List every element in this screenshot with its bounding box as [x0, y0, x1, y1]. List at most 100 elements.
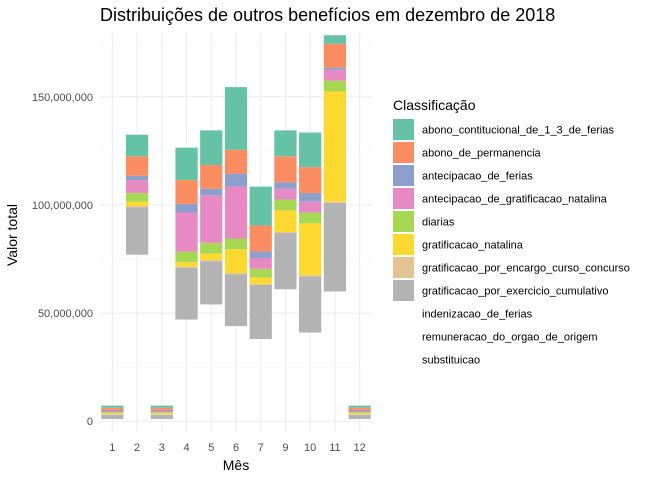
y-tick-label: 0	[87, 416, 93, 428]
bar-segment-antecipacao_de_ferias	[175, 203, 198, 213]
bar-segment-gratificacao_por_encargo_curso_concurso	[150, 414, 173, 415]
bar-segment-gratificacao_por_exercicio_cumulativo	[323, 202, 347, 292]
bar-segment-antecipacao_de_gratificacao_natalina	[323, 69, 347, 81]
y-tick-label: 100,000,000	[32, 200, 93, 212]
legend: Classificação abono_contitucional_de_1_3…	[393, 97, 630, 367]
bar-segment-gratificacao_natalina	[348, 413, 371, 415]
y-tick-label: 50,000,000	[38, 308, 93, 320]
legend-label: abono_de_permanencia	[422, 148, 542, 160]
bar-segment-abono_de_permanencia	[299, 167, 322, 194]
bar-segment-abono_de_permanencia	[150, 407, 173, 410]
bar-stack-11	[323, 35, 347, 292]
bar-segment-gratificacao_por_exercicio_cumulativo	[274, 233, 297, 290]
legend-title: Classificação	[393, 97, 476, 113]
bar-segment-antecipacao_de_gratificacao_natalina	[274, 188, 297, 200]
x-tick-label: 5	[208, 442, 214, 454]
y-tick-label: 150,000,000	[32, 92, 93, 104]
bar-segment-abono_contitucional_de_1_3_de_ferias	[299, 132, 322, 168]
x-tick-label: 12	[354, 442, 366, 454]
bar-segment-gratificacao_natalina	[200, 253, 223, 261]
bar-segment-gratificacao_por_exercicio_cumulativo	[299, 276, 322, 333]
legend-item: indenizacao_de_ferias	[422, 309, 533, 321]
bar-segment-diarias	[299, 212, 322, 224]
bar-segment-antecipacao_de_ferias	[274, 182, 297, 189]
x-tick-label: 6	[233, 442, 239, 454]
bar-segment-gratificacao_natalina	[299, 223, 322, 276]
bar-segment-gratificacao_natalina	[125, 201, 149, 207]
bar-segment-antecipacao_de_gratificacao_natalina	[175, 212, 198, 252]
legend-label: antecipacao_de_ferias	[422, 171, 533, 183]
legend-item: diarias	[393, 211, 455, 232]
legend-item: gratificacao_por_exercicio_cumulativo	[393, 280, 608, 301]
bar-segment-abono_de_permanencia	[323, 43, 347, 68]
bar-segment-abono_contitucional_de_1_3_de_ferias	[200, 130, 223, 165]
bar-segment-gratificacao_por_encargo_curso_concurso	[299, 275, 322, 277]
legend-label: gratificacao_natalina	[422, 240, 524, 252]
legend-item: substituicao	[422, 355, 480, 367]
bar-segment-abono_contitucional_de_1_3_de_ferias	[150, 405, 173, 408]
legend-label: diarias	[422, 217, 455, 229]
x-tick-label: 9	[282, 442, 288, 454]
legend-item: antecipacao_de_ferias	[393, 165, 533, 186]
legend-item: remuneracao_do_orgao_de_origem	[422, 332, 598, 344]
bar-segment-abono_contitucional_de_1_3_de_ferias	[249, 186, 272, 226]
bar-segment-diarias	[150, 412, 173, 414]
bar-segment-gratificacao_por_exercicio_cumulativo	[348, 414, 371, 420]
bar-segment-diarias	[224, 238, 248, 250]
bar-segment-diarias	[249, 268, 272, 278]
bar-segment-gratificacao_por_encargo_curso_concurso	[175, 266, 198, 268]
bar-segment-abono_contitucional_de_1_3_de_ferias	[175, 147, 198, 181]
legend-label: abono_contitucional_de_1_3_de_ferias	[422, 125, 615, 137]
bar-segment-gratificacao_por_exercicio_cumulativo	[101, 414, 124, 420]
bar-segment-antecipacao_de_gratificacao_natalina	[224, 186, 248, 239]
bar-segment-abono_de_permanencia	[101, 407, 124, 410]
bar-segment-diarias	[101, 412, 124, 414]
bar-segment-gratificacao_natalina	[249, 277, 272, 284]
legend-key	[393, 211, 414, 232]
bar-segment-gratificacao_natalina	[323, 91, 347, 202]
legend-key	[393, 257, 414, 278]
bar-stack-10	[299, 132, 322, 333]
bar-stack-2	[125, 134, 149, 255]
chart-title: Distribuições de outros benefícios em de…	[100, 5, 555, 25]
bar-segment-gratificacao_natalina	[175, 262, 198, 267]
bars	[101, 35, 371, 420]
legend-item: gratificacao_por_encargo_curso_concurso	[393, 257, 630, 278]
bar-segment-abono_de_permanencia	[224, 149, 248, 174]
bar-segment-diarias	[200, 242, 223, 254]
bar-segment-diarias	[348, 412, 371, 414]
bar-segment-diarias	[125, 193, 149, 202]
bar-segment-gratificacao_por_exercicio_cumulativo	[175, 267, 198, 320]
bar-segment-diarias	[323, 80, 347, 92]
legend-item: gratificacao_natalina	[393, 234, 524, 255]
legend-key	[393, 188, 414, 209]
legend-item: antecipacao_de_gratificacao_natalina	[393, 188, 608, 209]
bar-segment-abono_de_permanencia	[249, 225, 272, 252]
bar-segment-abono_contitucional_de_1_3_de_ferias	[224, 87, 248, 150]
x-tick-label: 1	[109, 442, 115, 454]
bar-segment-gratificacao_por_encargo_curso_concurso	[274, 232, 297, 234]
legend-label: gratificacao_por_encargo_curso_concurso	[422, 263, 630, 275]
legend-key	[393, 234, 414, 255]
x-tick-label: 3	[159, 442, 165, 454]
bar-segment-abono_contitucional_de_1_3_de_ferias	[348, 405, 371, 408]
bar-segment-antecipacao_de_ferias	[150, 409, 173, 412]
legend-key	[393, 119, 414, 140]
bar-segment-gratificacao_natalina	[224, 249, 248, 274]
bar-segment-antecipacao_de_gratificacao_natalina	[150, 411, 173, 413]
bar-segment-antecipacao_de_ferias	[299, 193, 322, 202]
x-tick-label: 4	[183, 442, 189, 454]
bar-segment-antecipacao_de_gratificacao_natalina	[101, 411, 124, 413]
bar-segment-antecipacao_de_gratificacao_natalina	[125, 180, 149, 194]
bar-segment-gratificacao_por_exercicio_cumulativo	[224, 274, 248, 327]
bar-segment-abono_de_permanencia	[348, 407, 371, 410]
bar-segment-gratificacao_por_exercicio_cumulativo	[150, 414, 173, 420]
bar-stack-6	[224, 87, 248, 327]
bar-segment-gratificacao_por_encargo_curso_concurso	[224, 273, 248, 275]
bar-segment-abono_de_permanencia	[274, 156, 297, 183]
bar-stack-3	[150, 405, 173, 420]
legend-key	[393, 280, 414, 301]
bar-segment-abono_contitucional_de_1_3_de_ferias	[323, 35, 347, 44]
bar-segment-abono_de_permanencia	[175, 180, 198, 204]
bar-stack-4	[175, 147, 198, 320]
